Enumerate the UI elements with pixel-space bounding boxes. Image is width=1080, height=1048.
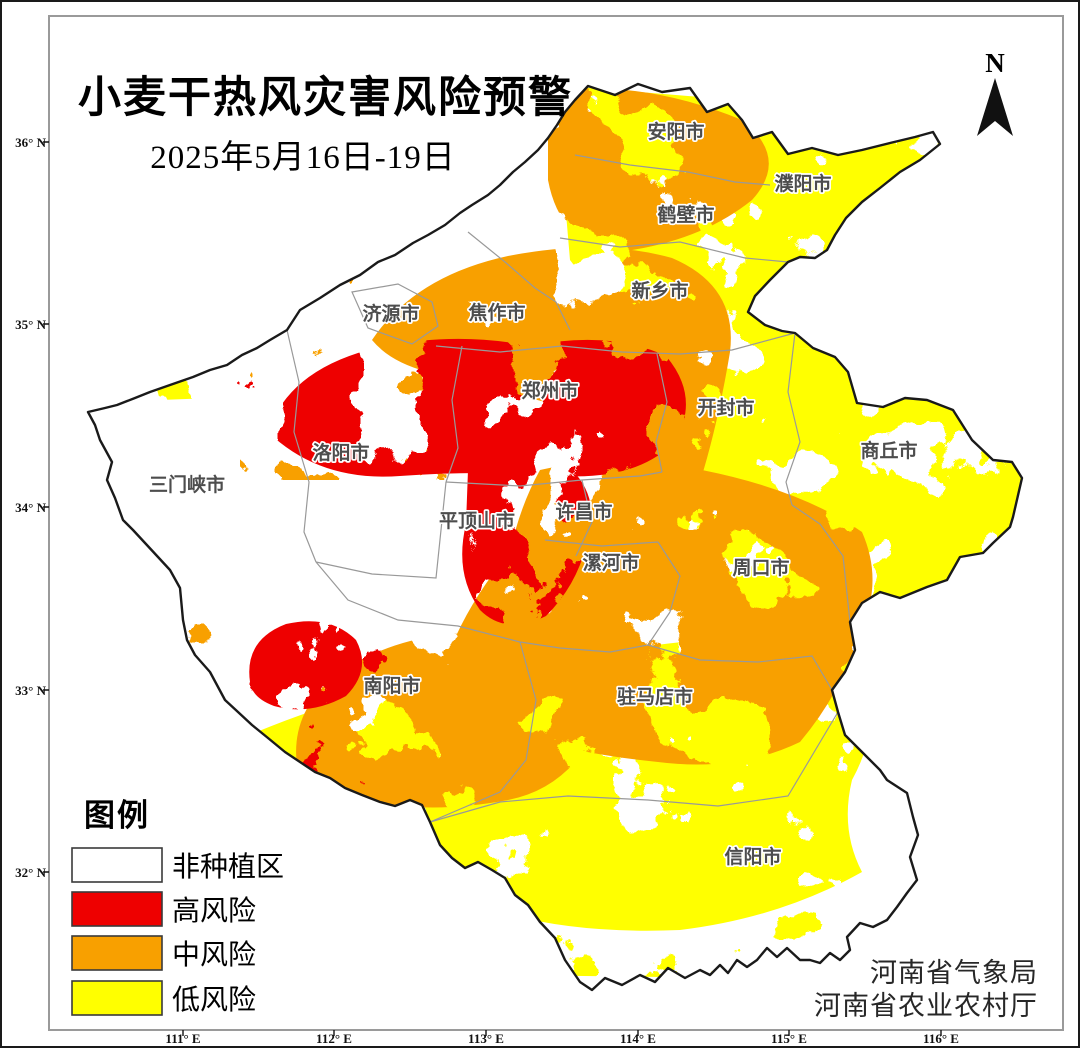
lon-label: 112° E bbox=[316, 1031, 352, 1046]
lon-ticks bbox=[182, 1030, 942, 1036]
lat-label: 33° N bbox=[15, 683, 46, 698]
north-label: N bbox=[985, 48, 1005, 78]
legend-label-low-risk: 低风险 bbox=[172, 984, 256, 1016]
legend-item: 中风险 bbox=[71, 935, 256, 971]
page-title: 小麦干热风灾害风险预警 bbox=[78, 74, 573, 122]
city-label-sanmenxia: 三门峡市 bbox=[149, 473, 225, 496]
legend-swatch-high-risk bbox=[71, 891, 163, 927]
north-arrow-icon bbox=[977, 78, 1013, 136]
lon-label: 115° E bbox=[771, 1031, 807, 1046]
lon-label: 116° E bbox=[923, 1031, 959, 1046]
city-label-nanyang: 南阳市 bbox=[363, 674, 420, 697]
city-label-xinxiang: 新乡市 bbox=[631, 279, 688, 302]
legend-item: 低风险 bbox=[71, 980, 256, 1016]
lat-label: 36° N bbox=[15, 135, 46, 150]
legend-label-non-planting: 非种植区 bbox=[172, 851, 284, 883]
date-range: 2025年5月16日-19日 bbox=[150, 139, 456, 176]
city-label-shangqiu: 商丘市 bbox=[860, 439, 917, 462]
attribution: 河南省气象局 河南省农业农村厅 bbox=[814, 958, 1038, 1021]
legend-swatch-low-risk bbox=[71, 980, 163, 1016]
legend-label-medium-risk: 中风险 bbox=[172, 939, 256, 971]
city-label-puyang: 濮阳市 bbox=[774, 172, 831, 195]
attribution-line-2: 河南省农业农村厅 bbox=[814, 991, 1038, 1021]
city-label-jiaozuo: 焦作市 bbox=[467, 301, 525, 324]
province-outline bbox=[86, 82, 1024, 992]
city-label-jiyuan: 济源市 bbox=[362, 302, 419, 325]
lat-label: 34° N bbox=[15, 500, 46, 515]
attribution-line-1: 河南省气象局 bbox=[870, 958, 1038, 988]
legend-item: 非种植区 bbox=[71, 847, 284, 883]
lon-label: 113° E bbox=[468, 1031, 504, 1046]
city-label-luoyang: 洛阳市 bbox=[312, 441, 369, 464]
legend: 图例 非种植区 高风险 中风险 低风险 bbox=[71, 798, 284, 1016]
legend-label-high-risk: 高风险 bbox=[172, 895, 256, 927]
city-label-zhengzhou: 郑州市 bbox=[521, 379, 578, 402]
city-boundaries bbox=[286, 154, 851, 823]
city-label-xuchang: 许昌市 bbox=[555, 500, 612, 523]
lat-ticks bbox=[43, 141, 49, 873]
high-risk-layer bbox=[210, 338, 686, 790]
lon-label: 114° E bbox=[620, 1031, 656, 1046]
lon-label: 111° E bbox=[165, 1031, 200, 1046]
lat-label: 35° N bbox=[15, 317, 46, 332]
city-label-luohe: 漯河市 bbox=[582, 551, 639, 574]
city-label-anyang: 安阳市 bbox=[647, 120, 704, 143]
legend-swatch-non-planting bbox=[71, 847, 163, 883]
city-label-hebi: 鹤壁市 bbox=[657, 203, 714, 226]
lat-label: 32° N bbox=[15, 865, 46, 880]
city-label-pingdingshan: 平顶山市 bbox=[439, 509, 515, 532]
legend-swatch-medium-risk bbox=[71, 935, 163, 971]
city-label-zhoukou: 周口市 bbox=[732, 556, 789, 579]
city-label-kaifeng: 开封市 bbox=[697, 396, 754, 419]
legend-item: 高风险 bbox=[71, 891, 256, 927]
latitude-axis: 36° N 35° N 34° N 33° N 32° N bbox=[15, 135, 46, 880]
city-label-zhumadian: 驻马店市 bbox=[617, 685, 693, 708]
longitude-axis: 111° E 112° E 113° E 114° E 115° E 116° … bbox=[165, 1031, 959, 1046]
city-label-xinyang: 信阳市 bbox=[724, 845, 781, 868]
north-arrow: N bbox=[977, 48, 1013, 136]
city-labels: 安阳市 濮阳市 鹤壁市 新乡市 济源市 焦作市 郑州市 开封市 商丘市 洛阳市 … bbox=[147, 118, 919, 869]
legend-title: 图例 bbox=[84, 798, 150, 833]
